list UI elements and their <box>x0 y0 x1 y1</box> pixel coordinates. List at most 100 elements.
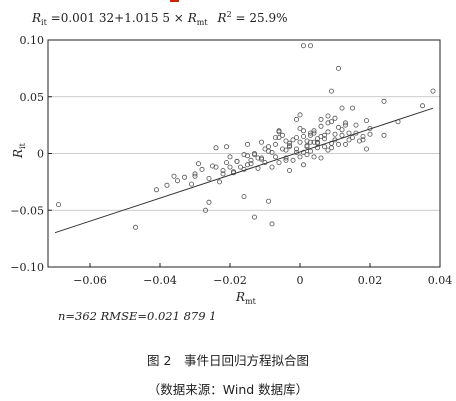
data-point <box>335 124 341 130</box>
data-point <box>318 123 324 129</box>
data-point <box>279 132 285 138</box>
data-point <box>300 149 306 155</box>
data-point <box>192 173 198 179</box>
data-point <box>307 130 313 136</box>
data-point <box>223 144 229 150</box>
data-point <box>325 129 331 135</box>
data-point <box>290 157 296 163</box>
data-point <box>367 131 373 137</box>
data-point <box>251 152 257 158</box>
data-point <box>220 167 226 173</box>
data-point <box>276 135 282 141</box>
data-point <box>335 141 341 147</box>
data-point <box>342 120 348 126</box>
data-point <box>304 144 310 150</box>
data-point <box>349 135 355 141</box>
data-point <box>209 163 215 169</box>
data-point <box>307 132 313 138</box>
data-point <box>339 132 345 138</box>
data-point <box>223 160 229 166</box>
data-point <box>258 155 264 161</box>
data-point <box>265 148 271 154</box>
data-point <box>286 140 292 146</box>
fit-line <box>54 107 434 234</box>
data-point <box>251 214 257 220</box>
data-point <box>363 118 369 124</box>
data-point <box>360 133 366 139</box>
data-point <box>276 160 282 166</box>
data-point <box>188 181 194 187</box>
data-point <box>181 174 187 180</box>
data-point <box>153 187 159 193</box>
data-point <box>286 144 292 150</box>
data-point <box>300 128 306 134</box>
data-point <box>381 98 387 104</box>
data-point <box>311 154 317 160</box>
data-point <box>325 147 331 153</box>
data-point <box>321 132 327 138</box>
data-point <box>342 122 348 128</box>
data-point <box>220 171 226 177</box>
x-axis-label: Rmt <box>235 290 257 306</box>
data-point <box>293 146 299 152</box>
data-point <box>206 199 212 205</box>
data-point <box>307 43 313 49</box>
data-point <box>297 139 303 145</box>
data-point <box>311 128 317 134</box>
data-point <box>276 129 282 135</box>
x-tick-label: 0.02 <box>358 274 383 287</box>
data-point <box>192 171 198 177</box>
data-point <box>213 164 219 170</box>
data-point <box>171 173 177 179</box>
figure-source: （数据来源：Wind 数据库） <box>147 382 309 397</box>
data-point <box>297 154 303 160</box>
data-point <box>311 130 317 136</box>
data-point <box>269 221 275 227</box>
data-point <box>304 152 310 158</box>
data-point <box>174 178 180 184</box>
data-point <box>300 162 306 168</box>
data-point <box>262 146 268 152</box>
y-tick-label: 0.10 <box>20 34 45 47</box>
data-point <box>272 154 278 160</box>
data-point <box>269 164 275 170</box>
data-point <box>363 146 369 152</box>
data-point <box>419 103 425 109</box>
y-tick-label: 0.05 <box>20 91 45 104</box>
data-point <box>300 43 306 49</box>
data-point <box>227 164 233 170</box>
data-point <box>241 194 247 200</box>
data-point <box>132 224 138 230</box>
data-point <box>356 138 362 144</box>
fit-annotation: n=362 RMSE=0.021 879 1 <box>58 309 217 323</box>
data-point <box>244 141 250 147</box>
data-point <box>300 133 306 139</box>
data-point <box>297 126 303 132</box>
data-point <box>297 112 303 118</box>
data-points <box>56 43 436 230</box>
x-tick-label: −0.04 <box>143 274 177 287</box>
data-point <box>318 155 324 161</box>
data-point <box>304 138 310 144</box>
data-point <box>195 161 201 167</box>
data-point <box>332 131 338 137</box>
data-point <box>286 167 292 173</box>
data-point <box>283 155 289 161</box>
data-point <box>258 139 264 145</box>
data-point <box>216 179 222 185</box>
data-point <box>283 157 289 163</box>
data-point <box>272 141 278 147</box>
figure-caption: 图 2 事件日回归方程拟合图 <box>147 353 309 368</box>
data-point <box>349 105 355 111</box>
data-point <box>321 136 327 142</box>
data-point <box>293 135 299 141</box>
top-red-mark <box>170 0 179 2</box>
data-point <box>202 207 208 213</box>
data-point <box>248 161 254 167</box>
data-point <box>346 137 352 143</box>
y-axis-label: Rit <box>11 142 27 159</box>
x-tick-label: 0.04 <box>428 274 453 287</box>
data-point <box>335 65 341 71</box>
data-point <box>213 145 219 151</box>
data-point <box>56 202 62 208</box>
